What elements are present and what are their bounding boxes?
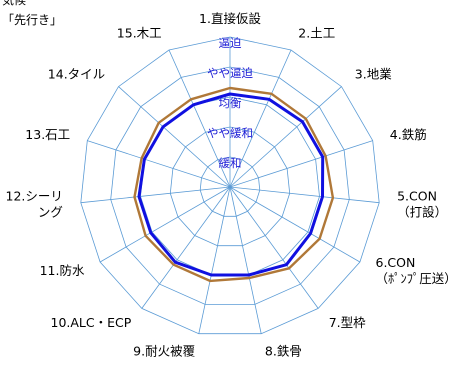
radar-axis-labels: 1.直接仮設 2.土工 3.地業 4.鉄筋 5.CON （打設） 6.CON （ﾎﾟﾝﾌﾟ圧送… <box>6 11 457 358</box>
grid-spoke-13 <box>87 140 231 188</box>
series-1-line <box>133 86 335 283</box>
grid-ring-5 <box>80 36 380 335</box>
chart-top-note: 気候 <box>2 0 27 7</box>
grid-ring-4 <box>110 66 350 305</box>
level-label-2: やや緩和 <box>207 126 253 140</box>
axis-label-2: 2.土工 <box>298 26 335 41</box>
axis-label-7: 7.型枠 <box>329 315 366 330</box>
grid-spoke-6 <box>229 186 361 263</box>
grid-spoke-11 <box>99 186 231 263</box>
level-label-5: 逼迫 <box>219 36 242 50</box>
chart-subtitle: 「先行き」 <box>2 13 63 27</box>
grid-spoke-3 <box>229 86 342 188</box>
axis-label-1: 1.直接仮設 <box>199 11 261 26</box>
grid-spoke-4 <box>229 140 373 188</box>
radar-level-labels: 緩和 やや緩和 均衡 やや逼迫 逼迫 <box>207 36 253 170</box>
axis-label-9: 9.耐火被覆 <box>133 343 195 358</box>
axis-label-12: 12.シーリング <box>6 189 63 220</box>
level-label-3: 均衡 <box>219 96 242 110</box>
grid-spoke-5 <box>229 186 380 204</box>
grid-spoke-14 <box>118 86 231 188</box>
series-2-line <box>137 92 325 277</box>
grid-spoke-7 <box>229 186 319 309</box>
radar-grid <box>80 36 380 335</box>
grid-ring-1 <box>199 156 261 217</box>
axis-label-6: 6.CON （ﾎﾟﾝﾌﾟ圧送） <box>376 255 457 286</box>
axis-label-3: 3.地業 <box>355 67 392 82</box>
grid-spoke-2 <box>229 49 292 188</box>
radar-series <box>133 86 335 283</box>
axis-label-5: 5.CON （打設） <box>397 189 447 220</box>
grid-spoke-15 <box>168 49 231 188</box>
grid-spoke-10 <box>141 186 231 309</box>
axis-label-8: 8.鉄骨 <box>265 343 302 358</box>
axis-label-4: 4.鉄筋 <box>390 127 427 142</box>
axis-label-13: 13.石工 <box>25 127 70 142</box>
grid-spoke-9 <box>198 186 231 334</box>
axis-label-14: 14.タイル <box>48 67 105 82</box>
axis-label-11: 11.防水 <box>40 263 85 278</box>
grid-spoke-8 <box>229 186 262 334</box>
axis-label-10: 10.ALC・ECP <box>51 315 132 330</box>
level-label-1: 緩和 <box>219 156 242 170</box>
grid-spoke-12 <box>80 186 231 204</box>
grid-ring-2 <box>169 126 291 247</box>
level-label-4: やや逼迫 <box>207 66 253 80</box>
axis-label-15: 15.木工 <box>117 26 162 41</box>
